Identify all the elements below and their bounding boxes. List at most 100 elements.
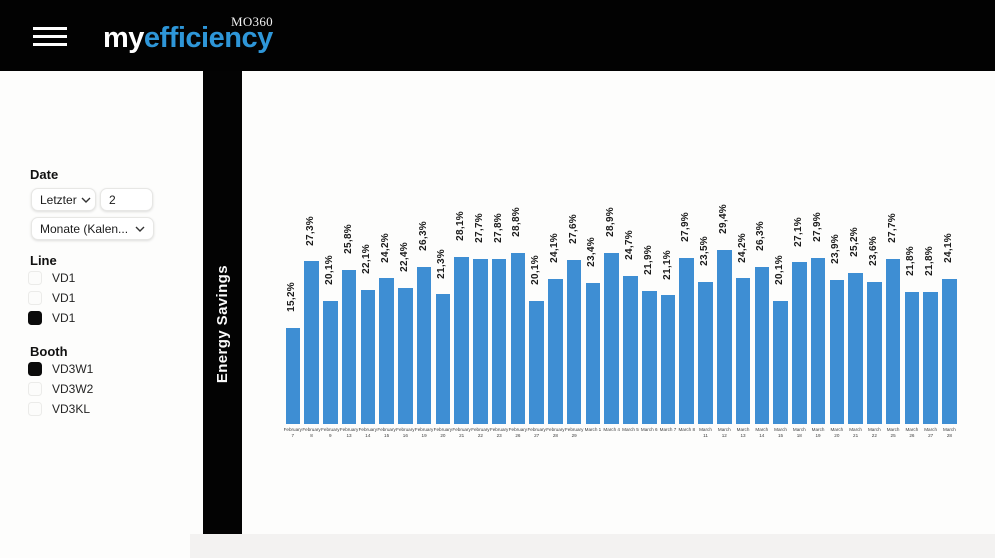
x-axis-label: February 23 [489, 427, 509, 438]
bar[interactable] [641, 291, 657, 424]
bar[interactable] [341, 269, 357, 424]
bar[interactable] [942, 278, 957, 424]
energy-savings-banner: Energy Savings [203, 71, 242, 534]
bar[interactable] [379, 278, 394, 424]
x-axis-label: March 21 [849, 427, 862, 438]
bar[interactable] [529, 300, 544, 424]
x-axis-label: March 13 [736, 427, 750, 438]
bar[interactable] [360, 289, 376, 424]
checkbox-row[interactable]: VD1 [28, 268, 75, 288]
bar[interactable] [323, 300, 338, 424]
hamburger-menu-icon[interactable] [33, 27, 67, 49]
line-checkbox-list: VD1 VD1 VD1 [28, 268, 75, 328]
checkbox-checked-icon[interactable] [28, 362, 42, 376]
checkbox-label: VD1 [52, 311, 76, 325]
bar-value-label: 24,7% [623, 229, 635, 260]
date-range-type-select[interactable]: Letzter [31, 188, 96, 211]
bar[interactable] [735, 278, 751, 424]
bar[interactable] [435, 294, 451, 424]
bar[interactable] [716, 249, 732, 424]
x-axis-label: February 29 [564, 427, 584, 438]
checkbox-unchecked-icon[interactable] [28, 382, 42, 396]
checkbox-row[interactable]: VD3W1 [28, 359, 93, 379]
date-range-value-input[interactable]: 2 [100, 188, 153, 211]
x-axis-label: March 8 [678, 427, 696, 432]
bar-value-label: 24,2% [736, 232, 748, 263]
bar[interactable] [566, 259, 582, 424]
bar[interactable] [698, 282, 713, 424]
bar[interactable] [304, 261, 319, 424]
logo-badge: MO360 [231, 14, 273, 29]
checkbox-row[interactable]: VD1 [28, 288, 75, 308]
x-axis-label: March 11 [699, 427, 712, 438]
checkbox-row[interactable]: VD3W2 [28, 379, 93, 399]
date-range-type-value: Letzter [40, 192, 77, 207]
bar[interactable] [885, 259, 901, 424]
logo-suffix: efficiency [143, 22, 273, 54]
bar[interactable] [585, 282, 601, 424]
x-axis-label: March 6 [640, 427, 658, 432]
checkbox-unchecked-icon[interactable] [28, 402, 42, 416]
bar[interactable] [548, 278, 563, 424]
bar-value-label: 25,2% [849, 227, 861, 257]
app-logo: myefficiency [103, 22, 273, 54]
x-axis-label: February 20 [433, 427, 453, 438]
bar-value-label: 21,8% [924, 245, 936, 276]
checkbox-unchecked-icon[interactable] [28, 291, 42, 305]
bar-value-label: 28,9% [605, 206, 617, 237]
bar-value-label: 20,1% [530, 255, 542, 285]
checkbox-row[interactable]: VD3KL [28, 399, 93, 419]
bar[interactable] [867, 281, 882, 424]
app-header: myefficiency MO360 [0, 0, 995, 71]
bar-value-label: 26,3% [755, 221, 767, 251]
bar-value-label: 22,4% [398, 242, 410, 273]
bar[interactable] [398, 288, 413, 424]
bar[interactable] [491, 258, 507, 424]
bar-value-label: 23,4% [586, 236, 598, 267]
bar[interactable] [848, 272, 863, 424]
bar-value-label: 27,1% [792, 216, 804, 247]
bar[interactable] [923, 291, 938, 424]
bar[interactable] [792, 262, 807, 424]
date-range-unit-select[interactable]: Monate (Kalen... [31, 217, 154, 240]
x-axis-label: February 27 [527, 427, 546, 438]
checkbox-label: VD1 [52, 291, 76, 305]
checkbox-label: VD3W1 [52, 362, 94, 376]
bar-value-label: 21,1% [661, 249, 673, 280]
x-axis-label: February 19 [414, 427, 434, 438]
bar-value-label: 23,6% [867, 235, 879, 266]
x-axis-label: March 18 [792, 427, 806, 438]
bar[interactable] [454, 256, 469, 424]
checkbox-unchecked-icon[interactable] [28, 271, 42, 285]
x-axis-label: March 5 [622, 427, 639, 432]
bar[interactable] [660, 295, 676, 424]
chart-canvas: 15,2% February 7 27,3% February 8 20,1% Februar… [242, 71, 995, 534]
bar[interactable] [754, 266, 770, 424]
bar[interactable] [810, 258, 826, 424]
bar[interactable] [679, 258, 695, 424]
bar-value-label: 23,5% [699, 236, 711, 267]
checkbox-row[interactable]: VD1 [28, 308, 75, 328]
x-axis-label: March 25 [886, 427, 900, 438]
x-axis-label: February 16 [396, 427, 415, 438]
x-axis-label: February 13 [339, 427, 359, 438]
bar-value-label: 29,4% [717, 203, 729, 234]
x-axis-label: March 22 [867, 427, 881, 438]
bar[interactable] [829, 280, 845, 424]
energy-savings-title: Energy Savings [214, 265, 231, 384]
bar[interactable] [773, 300, 788, 424]
x-axis-label: March 15 [774, 427, 787, 438]
checkbox-checked-icon[interactable] [28, 311, 42, 325]
bar[interactable] [904, 291, 920, 424]
bar-value-label: 22,1% [361, 244, 373, 274]
x-axis-label: February 15 [377, 427, 396, 438]
bar-value-label: 28,1% [455, 211, 467, 241]
bar[interactable] [473, 259, 488, 424]
bar[interactable] [510, 253, 526, 424]
x-axis-label: February 26 [508, 427, 528, 438]
bar[interactable] [416, 266, 432, 424]
bar[interactable] [604, 252, 619, 424]
bar[interactable] [285, 327, 301, 424]
x-axis-label: February 28 [546, 427, 565, 438]
bar[interactable] [623, 275, 638, 424]
